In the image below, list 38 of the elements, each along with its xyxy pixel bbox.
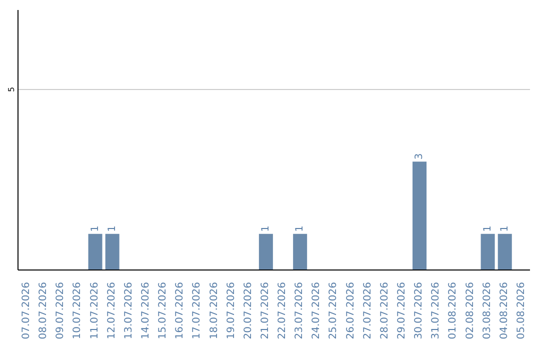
x-tick-label: 31.07.2026 bbox=[430, 282, 442, 340]
data-label: 1 bbox=[499, 226, 510, 232]
x-tick-label: 15.07.2026 bbox=[158, 282, 169, 340]
x-tick-label: 12.07.2026 bbox=[106, 282, 118, 340]
x-tick-label: 05.08.2026 bbox=[516, 282, 527, 340]
x-tick-label: 07.07.2026 bbox=[21, 282, 32, 340]
x-tick-label: 28.07.2026 bbox=[379, 282, 390, 340]
x-tick-label: 11.07.2026 bbox=[89, 282, 100, 340]
data-label: 1 bbox=[260, 226, 272, 232]
x-tick-label: 18.07.2026 bbox=[208, 282, 220, 340]
x-tick-label: 01.08.2026 bbox=[448, 282, 459, 340]
x-tick-label: 10.07.2026 bbox=[72, 282, 84, 340]
x-tick-label: 17.07.2026 bbox=[192, 282, 203, 340]
x-tick-label: 21.07.2026 bbox=[260, 282, 271, 340]
data-label: 1 bbox=[90, 226, 101, 232]
x-tick-label: 19.07.2026 bbox=[226, 282, 237, 340]
data-label: 1 bbox=[106, 226, 118, 232]
x-tick-label: 27.07.2026 bbox=[362, 282, 374, 340]
x-tick-label: 14.07.2026 bbox=[140, 282, 152, 340]
x-tick-label: 09.07.2026 bbox=[55, 282, 66, 340]
x-tick-label: 25.07.2026 bbox=[328, 282, 340, 340]
y-tick-label: 5 bbox=[7, 86, 16, 92]
x-tick-label: 04.08.2026 bbox=[498, 282, 510, 340]
x-tick-label: 23.07.2026 bbox=[294, 282, 306, 340]
x-tick-label: 30.07.2026 bbox=[414, 282, 425, 340]
data-label: 1 bbox=[294, 226, 306, 232]
x-tick-label: 20.07.2026 bbox=[242, 282, 254, 340]
x-tick-label: 03.08.2026 bbox=[482, 282, 493, 340]
x-tick-label: 02.08.2026 bbox=[464, 282, 476, 340]
x-tick-label: 22.07.2026 bbox=[277, 282, 288, 340]
data-label: 3 bbox=[414, 153, 426, 160]
data-label: 1 bbox=[482, 226, 494, 232]
x-tick-label: 08.07.2026 bbox=[38, 282, 50, 340]
x-tick-label: 16.07.2026 bbox=[174, 282, 186, 340]
x-tick-label: 13.07.2026 bbox=[123, 282, 134, 340]
x-tick-label: 29.07.2026 bbox=[396, 282, 408, 340]
x-tick-label: 24.07.2026 bbox=[311, 282, 322, 340]
x-tick-label: 26.07.2026 bbox=[345, 282, 356, 340]
